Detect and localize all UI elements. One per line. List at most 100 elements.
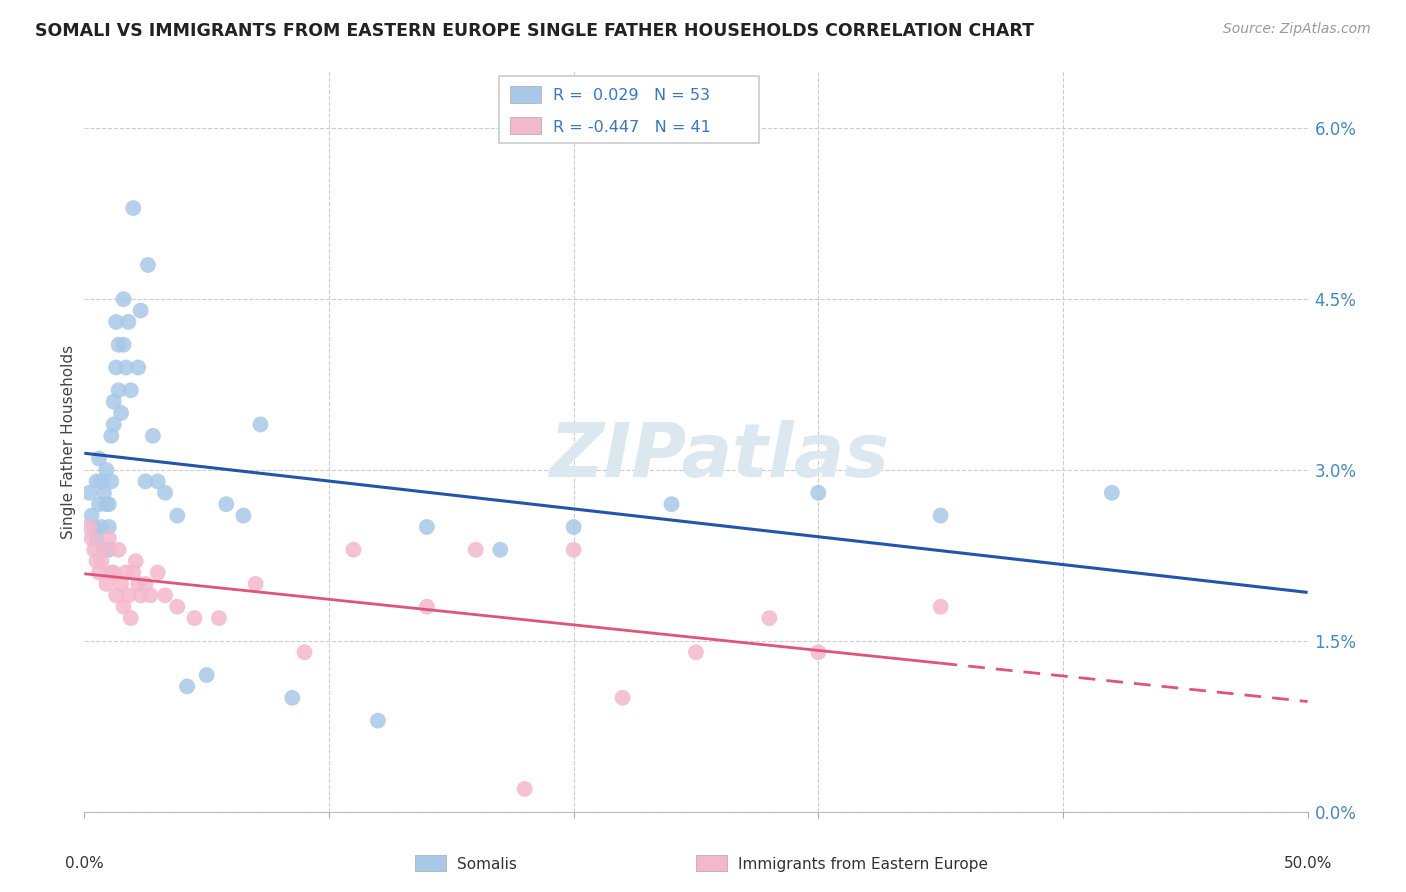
Point [77, 520, 100, 534]
Point [86, 475, 108, 489]
Point [110, 577, 132, 591]
Point [97, 532, 120, 546]
Text: Somalis: Somalis [457, 857, 517, 871]
Point [103, 394, 125, 409]
Point [105, 360, 128, 375]
Point [96, 463, 118, 477]
Text: R = -0.447   N = 41: R = -0.447 N = 41 [553, 120, 710, 135]
Point [87, 497, 110, 511]
Point [661, 497, 683, 511]
Point [249, 417, 271, 432]
Text: R =  0.029   N = 53: R = 0.029 N = 53 [553, 88, 710, 103]
Point [93, 542, 115, 557]
Point [146, 566, 169, 580]
Point [86, 532, 108, 546]
Point [97, 542, 120, 557]
Point [97, 520, 120, 534]
Point [90, 554, 112, 568]
Point [562, 520, 585, 534]
Point [105, 315, 128, 329]
Point [87, 566, 110, 580]
Point [129, 303, 152, 318]
Point [929, 599, 952, 614]
Point [166, 599, 188, 614]
Point [215, 497, 238, 511]
Point [153, 588, 176, 602]
Point [93, 542, 115, 557]
Text: 50.0%: 50.0% [1284, 856, 1331, 871]
Point [513, 781, 536, 796]
Point [281, 690, 304, 705]
Point [142, 429, 165, 443]
Point [127, 360, 149, 375]
Point [685, 645, 707, 659]
Point [115, 360, 138, 375]
Point [232, 508, 254, 523]
Point [562, 542, 585, 557]
Point [612, 690, 634, 705]
Point [416, 520, 439, 534]
Point [208, 611, 231, 625]
Point [139, 588, 162, 602]
Point [83, 520, 105, 534]
Point [107, 337, 129, 351]
Point [115, 566, 138, 580]
Point [110, 406, 132, 420]
Point [120, 611, 142, 625]
Point [117, 315, 139, 329]
Point [183, 611, 205, 625]
Point [80, 532, 103, 546]
Point [135, 577, 157, 591]
Point [103, 566, 125, 580]
Point [129, 588, 152, 602]
Point [93, 485, 115, 500]
Point [1101, 485, 1123, 500]
Text: 0.0%: 0.0% [65, 856, 104, 871]
Point [342, 542, 364, 557]
Point [87, 451, 110, 466]
Point [127, 577, 149, 591]
Point [758, 611, 780, 625]
Text: ZIPatlas: ZIPatlas [550, 420, 890, 493]
Point [112, 337, 135, 351]
Point [100, 429, 122, 443]
Point [807, 485, 830, 500]
Point [367, 714, 389, 728]
Point [135, 475, 157, 489]
Point [125, 554, 148, 568]
Point [83, 542, 105, 557]
Point [117, 588, 139, 602]
Point [120, 384, 142, 398]
Point [807, 645, 830, 659]
Point [489, 542, 512, 557]
Y-axis label: Single Father Households: Single Father Households [60, 344, 76, 539]
Point [86, 554, 108, 568]
Point [929, 508, 952, 523]
Point [77, 485, 100, 500]
Point [112, 292, 135, 306]
Point [100, 566, 122, 580]
Point [146, 475, 169, 489]
Point [96, 577, 118, 591]
Point [122, 566, 145, 580]
Point [80, 508, 103, 523]
Point [245, 577, 267, 591]
Point [416, 599, 439, 614]
Point [136, 258, 159, 272]
Point [107, 542, 129, 557]
Point [90, 475, 112, 489]
Point [464, 542, 486, 557]
Text: Source: ZipAtlas.com: Source: ZipAtlas.com [1223, 22, 1371, 37]
Point [176, 680, 198, 694]
Point [122, 201, 145, 215]
Point [90, 520, 112, 534]
Text: SOMALI VS IMMIGRANTS FROM EASTERN EUROPE SINGLE FATHER HOUSEHOLDS CORRELATION CH: SOMALI VS IMMIGRANTS FROM EASTERN EUROPE… [35, 22, 1035, 40]
Point [97, 497, 120, 511]
Point [103, 417, 125, 432]
Point [96, 497, 118, 511]
Point [153, 485, 176, 500]
Point [166, 508, 188, 523]
Point [100, 475, 122, 489]
Text: Immigrants from Eastern Europe: Immigrants from Eastern Europe [738, 857, 988, 871]
Point [107, 384, 129, 398]
